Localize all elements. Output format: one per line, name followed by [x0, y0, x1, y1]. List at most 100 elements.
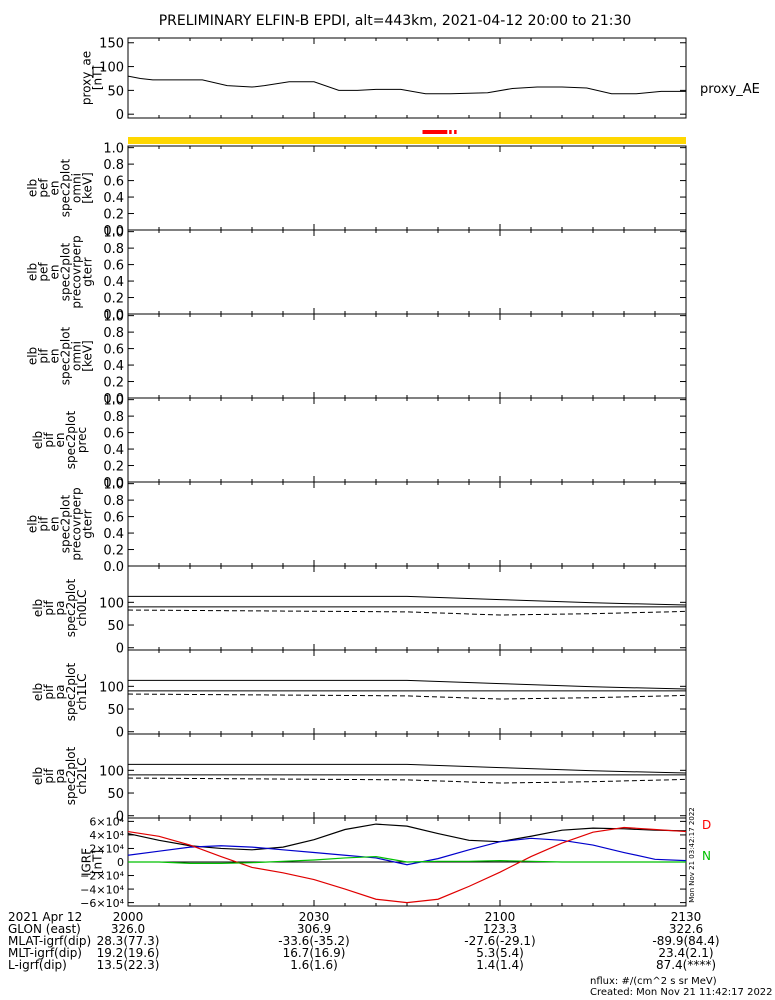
y-tick-label: 0: [116, 642, 124, 657]
y-axis-label: prec: [75, 427, 89, 453]
loss-cone-line: [128, 679, 687, 690]
y-axis-label: pif: [42, 768, 56, 784]
footer-value: -33.6(-35.2): [278, 934, 350, 948]
y-axis-label: ch1LC: [75, 674, 89, 711]
y-tick-label: 100: [99, 680, 124, 695]
created-timestamp: Created: Mon Nov 21 11:42:17 2022: [590, 987, 773, 998]
y-axis-label: pif: [42, 684, 56, 700]
y-tick-label: 0.8: [103, 326, 124, 341]
x-tick-time-label: 2100: [484, 910, 516, 924]
y-axis-label: IGRF: [80, 848, 94, 876]
y-axis-label: pif: [42, 600, 56, 616]
y-tick-label: 100: [99, 596, 124, 611]
panel-frame-5: [127, 481, 687, 567]
footer-value: -89.9(84.4): [652, 934, 720, 948]
footer-row-label: 2021 Apr 12: [8, 910, 83, 924]
y-tick-label: 0: [116, 810, 124, 825]
y-tick-label: 0.6: [103, 511, 124, 526]
footer-value: 23.4(2.1): [658, 946, 714, 960]
y-tick-label: 50: [107, 84, 124, 99]
igrf-legend-d: D: [702, 818, 711, 832]
y-tick-label: 4×10⁴: [89, 829, 124, 842]
y-axis-label: elb: [31, 431, 45, 449]
science-segment: [422, 130, 448, 134]
panel-frame-1: [127, 145, 687, 231]
y-tick-label: 0.2: [103, 291, 124, 306]
y-axis-label: spec2plot: [59, 494, 73, 553]
footer-row-label: GLON (east): [8, 922, 81, 936]
footer-value: 1.4(1.4): [476, 958, 524, 972]
y-tick-label: 0.2: [103, 459, 124, 474]
footer-row-label: MLAT-igrf(dip): [8, 934, 92, 948]
loss-cone-line: [128, 763, 687, 774]
panel-frame-7: [127, 649, 687, 735]
igrf-side-timestamp: Mon Nov 21 03:42:17 2022: [688, 807, 696, 902]
y-tick-label: 0.2: [103, 207, 124, 222]
y-axis-label: ch0LC: [75, 590, 89, 627]
footer-row-label: MLT-igrf(dip): [8, 946, 82, 960]
igrf-series-2: [127, 826, 687, 904]
y-tick-label: −6×10⁴: [80, 897, 124, 910]
y-axis-label: [keV]: [81, 340, 95, 371]
y-tick-label: 2×10⁴: [89, 843, 124, 856]
y-tick-label: 0.0: [103, 476, 124, 491]
y-axis-label: en: [48, 265, 62, 280]
y-axis-label: pa: [53, 685, 67, 700]
y-tick-label: 0.2: [103, 543, 124, 558]
y-tick-label: 150: [99, 37, 124, 52]
panel-frame-4: [127, 397, 687, 483]
y-tick-label: 0: [116, 108, 124, 123]
y-axis-label: pef: [37, 262, 51, 282]
y-tick-label: 1.0: [103, 478, 124, 493]
y-tick-label: 0.0: [103, 308, 124, 323]
footer-value: 87.4(****): [655, 958, 717, 972]
y-tick-label: 1.0: [103, 226, 124, 241]
y-tick-label: 1.0: [103, 310, 124, 325]
y-tick-label: 0.8: [103, 242, 124, 257]
anti-loss-cone-line: [127, 609, 687, 616]
y-axis-label: [nT]: [91, 66, 105, 90]
y-axis-label: elb: [31, 683, 45, 701]
proxy-ae-legend: proxy_AE: [700, 82, 760, 97]
footer-value: 5.3(5.4): [476, 946, 524, 960]
y-axis-label: ch2LC: [75, 758, 89, 795]
x-tick-time-label: 2030: [298, 910, 330, 924]
y-tick-label: −4×10⁴: [80, 883, 124, 896]
igrf-legend-n: N: [702, 849, 711, 863]
y-tick-label: 0.8: [103, 494, 124, 509]
science-segment: [454, 130, 457, 134]
y-tick-label: 0.4: [103, 527, 124, 542]
y-axis-label: pif: [37, 516, 51, 532]
y-axis-label: elb: [26, 263, 40, 281]
y-axis-label: omni: [70, 173, 84, 203]
footer-value: 306.9: [296, 922, 332, 936]
y-tick-label: 0.6: [103, 343, 124, 358]
y-axis-label: gterr: [81, 257, 95, 286]
y-axis-label: en: [48, 349, 62, 364]
y-tick-label: 100: [99, 764, 124, 779]
y-tick-label: 50: [107, 703, 124, 718]
proxy-ae-line: [127, 75, 686, 95]
footer-value: 123.3: [482, 922, 518, 936]
y-axis-label: elb: [26, 515, 40, 533]
y-tick-label: 0.0: [103, 224, 124, 239]
y-axis-label: en: [48, 517, 62, 532]
y-tick-label: 0.4: [103, 359, 124, 374]
y-axis-label: spec2plot: [59, 242, 73, 301]
loss-cone-line: [128, 595, 687, 606]
panel-frame-8: [127, 733, 687, 819]
y-tick-label: 0.4: [103, 443, 124, 458]
y-axis-label: precovrperp: [70, 235, 84, 308]
igrf-series-1: [127, 837, 687, 866]
y-axis-label: elb: [31, 599, 45, 617]
x-tick-time-label: 2000: [112, 910, 144, 924]
y-tick-label: 0.8: [103, 410, 124, 425]
y-axis-label: pef: [37, 178, 51, 198]
y-axis-label: spec2plot: [64, 410, 78, 469]
y-axis-label: spec2plot: [64, 662, 78, 721]
footer-value: 322.6: [668, 922, 704, 936]
y-axis-label: spec2plot: [59, 326, 73, 385]
y-tick-label: 0.4: [103, 275, 124, 290]
y-axis-label: spec2plot: [64, 746, 78, 805]
y-axis-label: gterr: [81, 509, 95, 538]
